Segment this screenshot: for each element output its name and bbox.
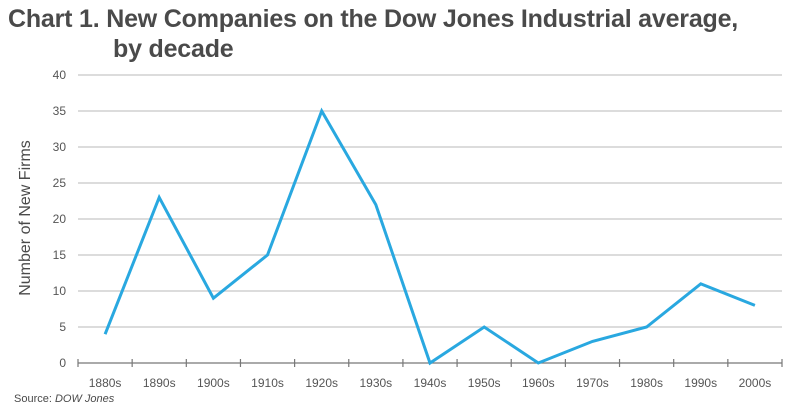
series-layer xyxy=(103,107,756,366)
x-tick-label: 1940s xyxy=(414,376,447,390)
y-tick-label: 5 xyxy=(59,320,66,334)
y-tick-label: 25 xyxy=(53,176,67,190)
x-tick-label: 1920s xyxy=(305,376,338,390)
y-tick-label: 20 xyxy=(53,212,67,226)
y-tick-label: 15 xyxy=(53,248,67,262)
x-tick-label: 1980s xyxy=(630,376,663,390)
chart-title: Chart 1. New Companies on the Dow Jones … xyxy=(8,4,738,64)
y-axis-label: Number of New Firms xyxy=(17,140,34,296)
x-tick-label: 1900s xyxy=(197,376,230,390)
x-tick-label: 1880s xyxy=(89,376,122,390)
y-tick-label: 40 xyxy=(53,68,67,82)
source-label: Source: xyxy=(14,393,52,405)
gridlines xyxy=(78,74,782,328)
y-tick-label: 10 xyxy=(53,284,67,298)
x-axis: 1880s 1890s 1900s 1910s 1920s 1930s 1940s 1950s… xyxy=(77,359,783,390)
y-tick-label: 35 xyxy=(53,104,67,118)
source-value: DOW Jones xyxy=(54,393,115,405)
chart-title-line2: by decade xyxy=(113,35,234,63)
x-tick-label: 1960s xyxy=(522,376,555,390)
x-tick-label: 1890s xyxy=(143,376,176,390)
x-tick-label: 2000s xyxy=(739,376,772,390)
source-note: Source: DOW Jones xyxy=(14,393,114,405)
x-tick-label: 1910s xyxy=(251,376,284,390)
x-tick-label: 1990s xyxy=(684,376,717,390)
series-line xyxy=(103,107,756,366)
y-tick-label: 0 xyxy=(59,356,66,370)
x-tick-label: 1930s xyxy=(359,376,392,390)
y-axis-ticks: 0 5 10 15 20 25 30 35 40 xyxy=(53,68,67,370)
x-tick-label: 1970s xyxy=(576,376,609,390)
x-tick-label: 1950s xyxy=(468,376,501,390)
chart-title-line1: Chart 1. New Companies on the Dow Jones … xyxy=(8,5,739,33)
y-tick-label: 30 xyxy=(53,140,67,154)
